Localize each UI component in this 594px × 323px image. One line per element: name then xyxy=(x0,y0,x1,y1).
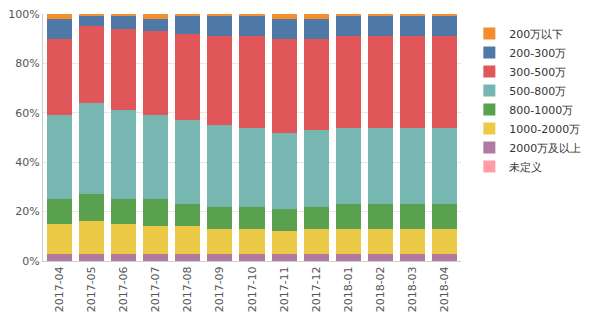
svg-text:2017-08: 2017-08 xyxy=(181,266,194,312)
svg-text:800-1000万: 800-1000万 xyxy=(509,104,573,117)
svg-text:20%: 20% xyxy=(15,205,39,218)
svg-text:2017-10: 2017-10 xyxy=(246,266,259,312)
svg-text:2018-01: 2018-01 xyxy=(342,266,355,312)
svg-text:2017-12: 2017-12 xyxy=(310,266,323,312)
svg-text:2017-07: 2017-07 xyxy=(149,266,162,312)
svg-text:40%: 40% xyxy=(15,156,39,169)
svg-text:80%: 80% xyxy=(15,57,39,70)
svg-text:2018-04: 2018-04 xyxy=(438,266,451,312)
svg-text:300-500万: 300-500万 xyxy=(509,66,566,79)
svg-text:200-300万: 200-300万 xyxy=(509,47,566,60)
svg-text:2018-02: 2018-02 xyxy=(374,266,387,312)
svg-text:2018-03: 2018-03 xyxy=(406,266,419,312)
svg-text:0%: 0% xyxy=(22,255,39,268)
svg-text:2017-05: 2017-05 xyxy=(85,266,98,312)
svg-text:60%: 60% xyxy=(15,107,39,120)
svg-text:500-800万: 500-800万 xyxy=(509,85,566,98)
svg-text:2000万及以上: 2000万及以上 xyxy=(509,142,581,155)
svg-text:200万以下: 200万以下 xyxy=(509,28,563,41)
svg-text:未定义: 未定义 xyxy=(509,161,542,174)
svg-text:2017-11: 2017-11 xyxy=(278,266,291,312)
svg-text:2017-04: 2017-04 xyxy=(53,266,66,312)
svg-text:2017-06: 2017-06 xyxy=(117,266,130,312)
svg-text:1000-2000万: 1000-2000万 xyxy=(509,123,580,136)
svg-text:2017-09: 2017-09 xyxy=(213,266,226,312)
svg-text:100%: 100% xyxy=(8,8,39,21)
